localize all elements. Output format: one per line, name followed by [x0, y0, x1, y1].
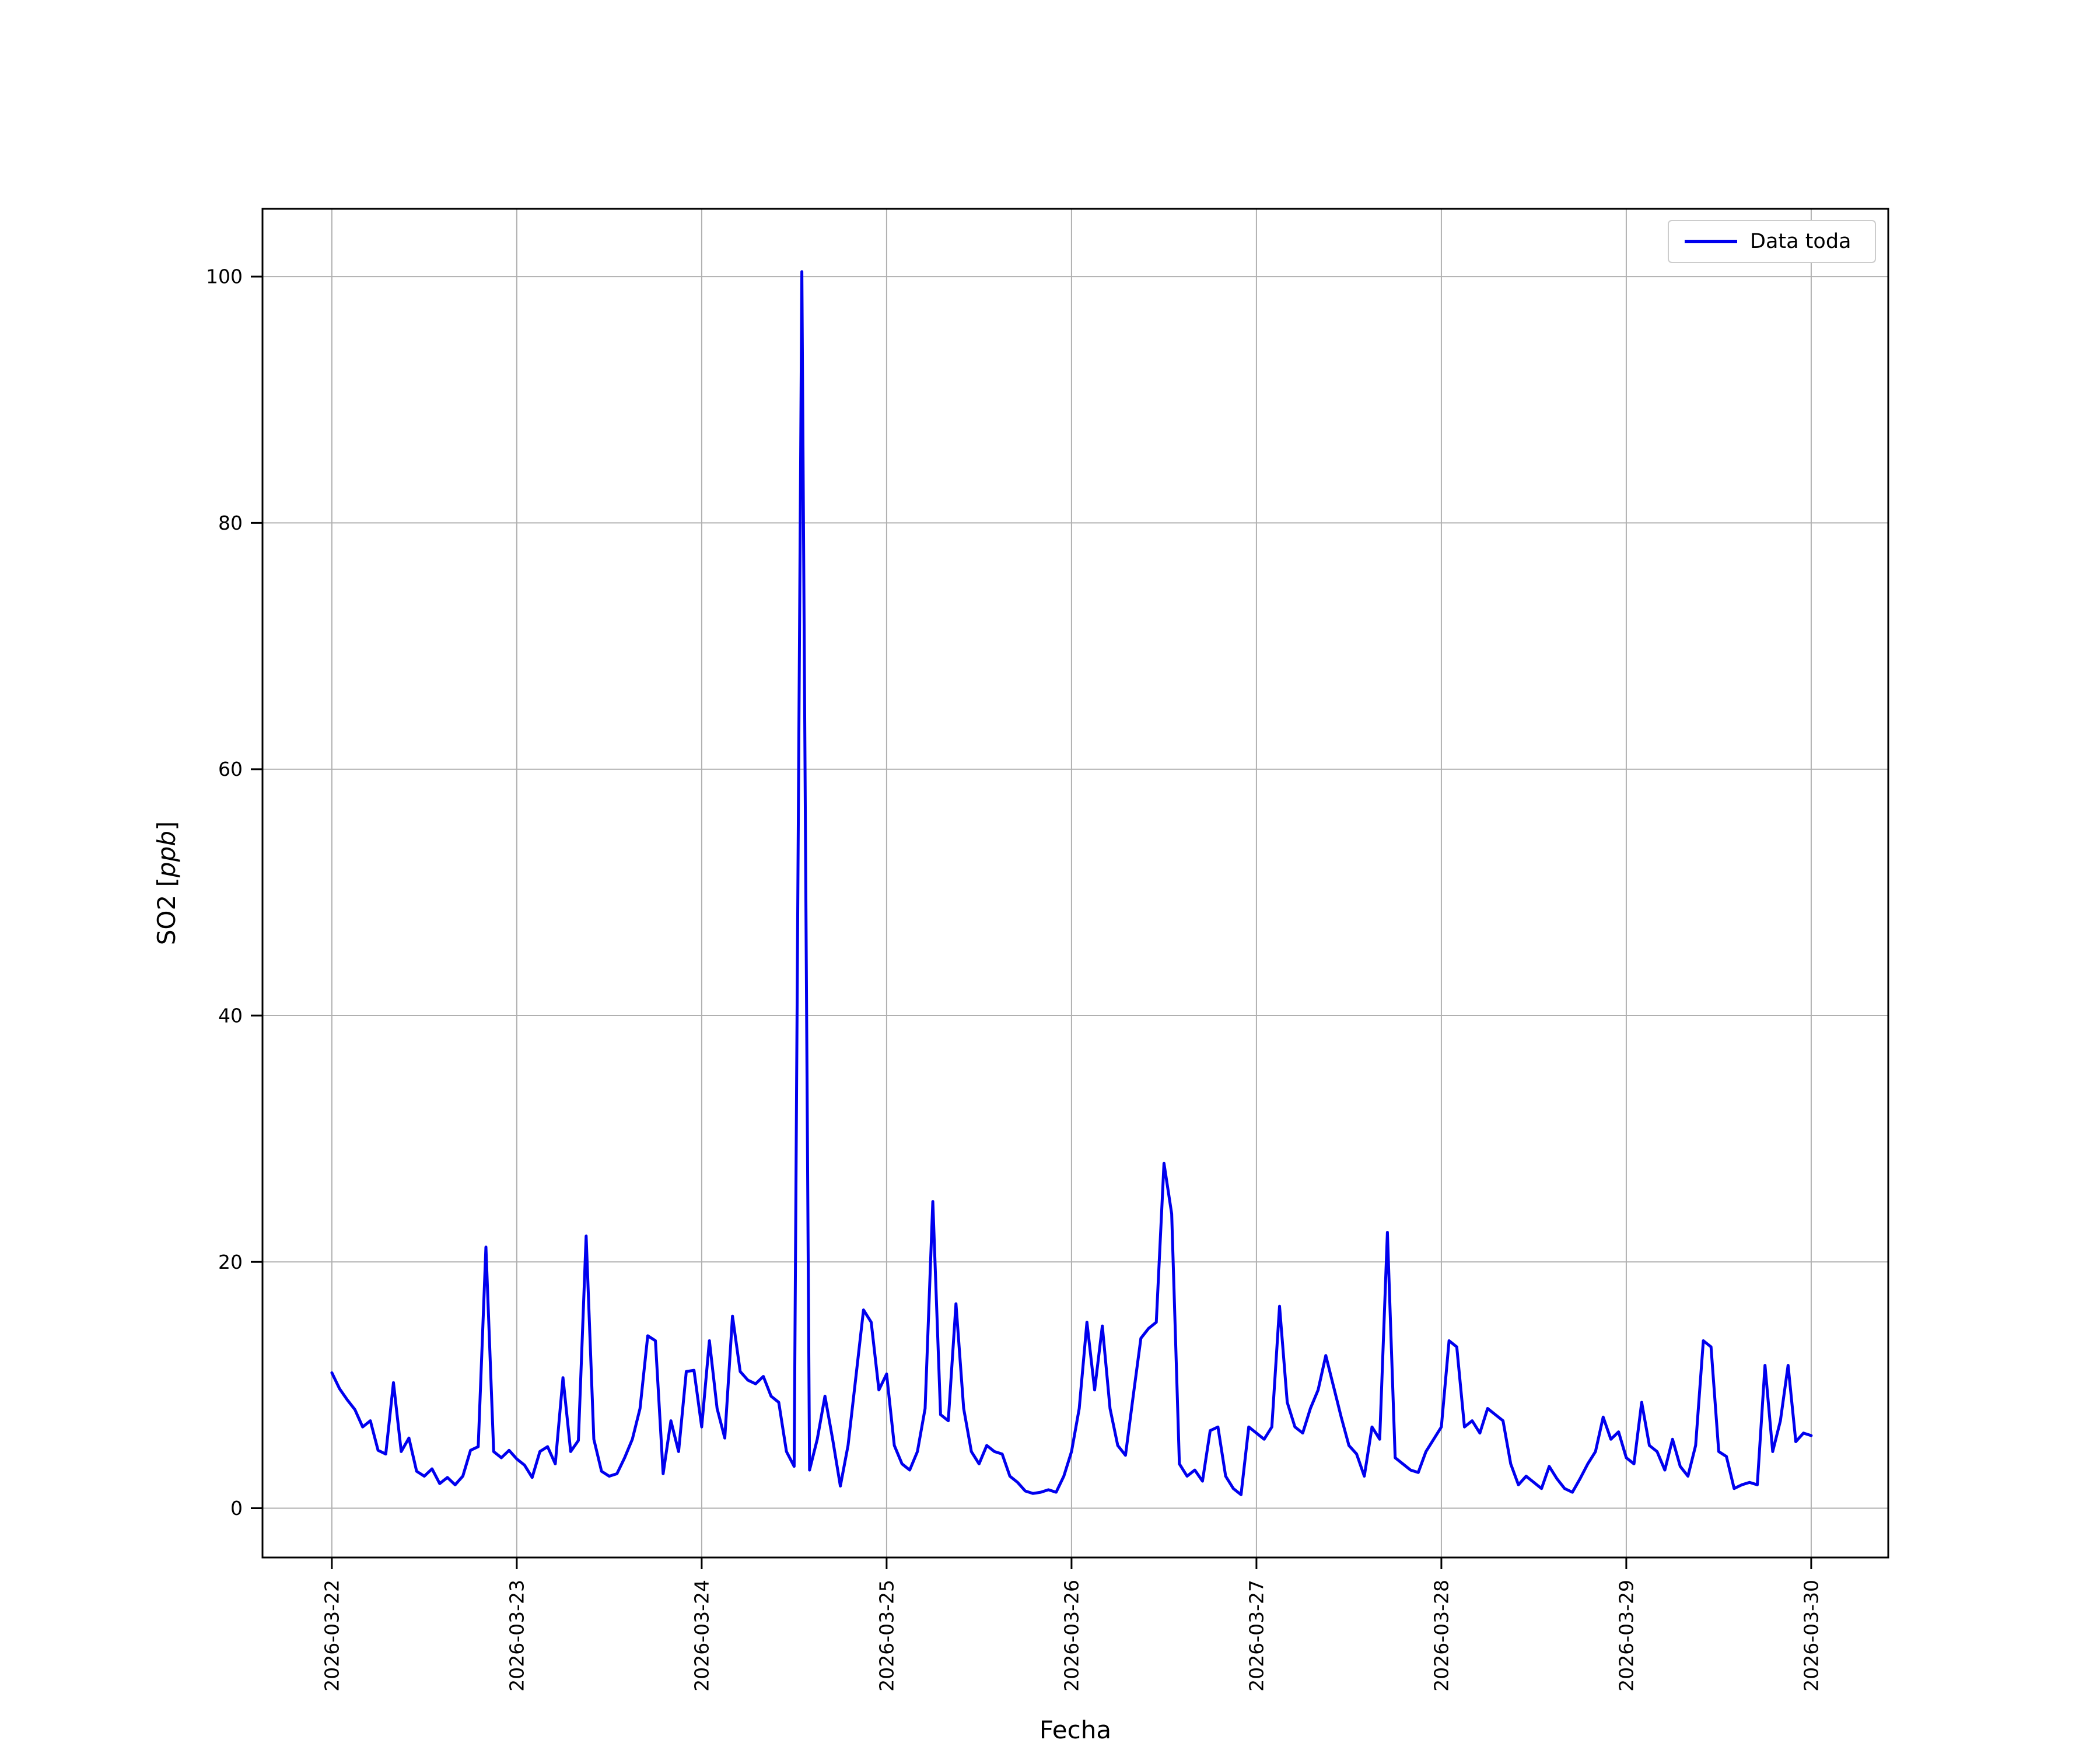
x-tick-label: 2026-03-22 — [320, 1580, 343, 1692]
legend-label: Data toda — [1750, 230, 1852, 253]
legend-box — [1668, 220, 1876, 263]
x-tick-label: 2026-03-28 — [1430, 1580, 1452, 1692]
series-line-data-toda — [330, 270, 1813, 1496]
x-tick-label: 2026-03-25 — [875, 1580, 898, 1692]
x-tick-label: 2026-03-23 — [505, 1580, 528, 1692]
series-layer — [330, 270, 1813, 1496]
y-axis-label: SO2 [ppb] — [152, 821, 181, 946]
y-tick-label: 80 — [218, 512, 243, 534]
y-tick-label: 40 — [218, 1004, 243, 1027]
plot-border — [261, 208, 1889, 1559]
gridlines — [262, 209, 1888, 1558]
x-tick-label: 2026-03-24 — [690, 1580, 713, 1692]
x-tick-label: 2026-03-29 — [1615, 1580, 1637, 1692]
legend: Data toda — [1668, 220, 1876, 263]
x-tick-label: 2026-03-27 — [1245, 1580, 1268, 1692]
x-axis-label: Fecha — [1040, 1716, 1111, 1744]
axis-labels: Fecha SO2 [ppb] — [152, 821, 1111, 1744]
axis-ticks: 2026-03-22 2026-03-23 2026-03-24 2026-03-25… — [206, 265, 1822, 1692]
y-tick-label: 100 — [206, 265, 243, 288]
x-tick-label: 2026-03-30 — [1800, 1580, 1822, 1692]
x-tick-label: 2026-03-26 — [1060, 1580, 1083, 1692]
y-tick-label: 20 — [218, 1251, 243, 1273]
y-tick-label: 60 — [218, 758, 243, 780]
y-tick-label: 0 — [230, 1497, 243, 1520]
